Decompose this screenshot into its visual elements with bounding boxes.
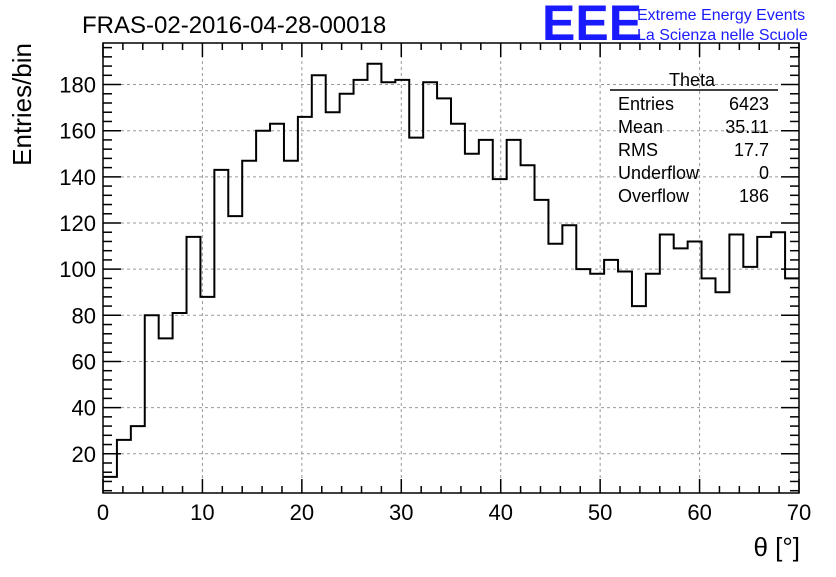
y-tick-label: 120 [59,211,96,236]
stats-label: Mean [618,117,663,137]
stats-value: 17.7 [734,140,769,160]
stats-value: 35.11 [725,117,769,137]
stats-label: Underflow [618,163,700,183]
y-axis-title: Entries/bin [7,43,37,166]
y-tick-label: 80 [72,303,96,328]
stats-rows: Entries 6423 Mean 35.11 RMS 17.7 Underflow 0 Ove… [618,94,769,206]
x-tick-label: 10 [190,500,214,525]
stats-label: RMS [618,140,658,160]
logo-line-2: La Scienza nelle Scuole [637,27,808,44]
axis-tick-labels: 0 10 20 30 40 50 60 70 20 40 60 80 100 120 140 160 180 [59,73,811,525]
y-tick-label: 100 [59,257,96,282]
stats-value: 0 [759,163,769,183]
x-tick-label: 20 [290,500,314,525]
x-tick-label: 60 [687,500,711,525]
x-tick-label: 30 [389,500,413,525]
histogram-series [103,62,799,478]
y-tick-label: 180 [59,73,96,98]
y-tick-label: 60 [72,349,96,374]
x-tick-label: 0 [97,500,109,525]
eee-logo: EEE Extreme Energy Events La Scienza nel… [542,0,808,51]
y-tick-label: 40 [72,396,96,421]
axis-ticks [102,43,800,493]
grid-lines [103,43,799,493]
stats-label: Overflow [618,186,690,206]
stats-box: Theta Entries 6423 Mean 35.11 RMS 17.7 Underfl… [610,70,778,206]
y-tick-label: 20 [72,442,96,467]
logo-line-1: Extreme Energy Events [637,7,805,24]
stats-value: 6423 [729,94,769,114]
x-tick-label: 50 [588,500,612,525]
x-tick-label: 40 [488,500,512,525]
stats-box-title: Theta [669,70,716,90]
plot-frame [102,42,800,494]
chart-title: FRAS-02-2016-04-28-00018 [82,12,386,39]
y-tick-label: 140 [59,165,96,190]
y-tick-label: 160 [59,119,96,144]
stats-label: Entries [618,94,674,114]
stats-value: 186 [739,186,769,206]
x-tick-label: 70 [787,500,811,525]
x-axis-title: θ [°] [753,532,800,562]
